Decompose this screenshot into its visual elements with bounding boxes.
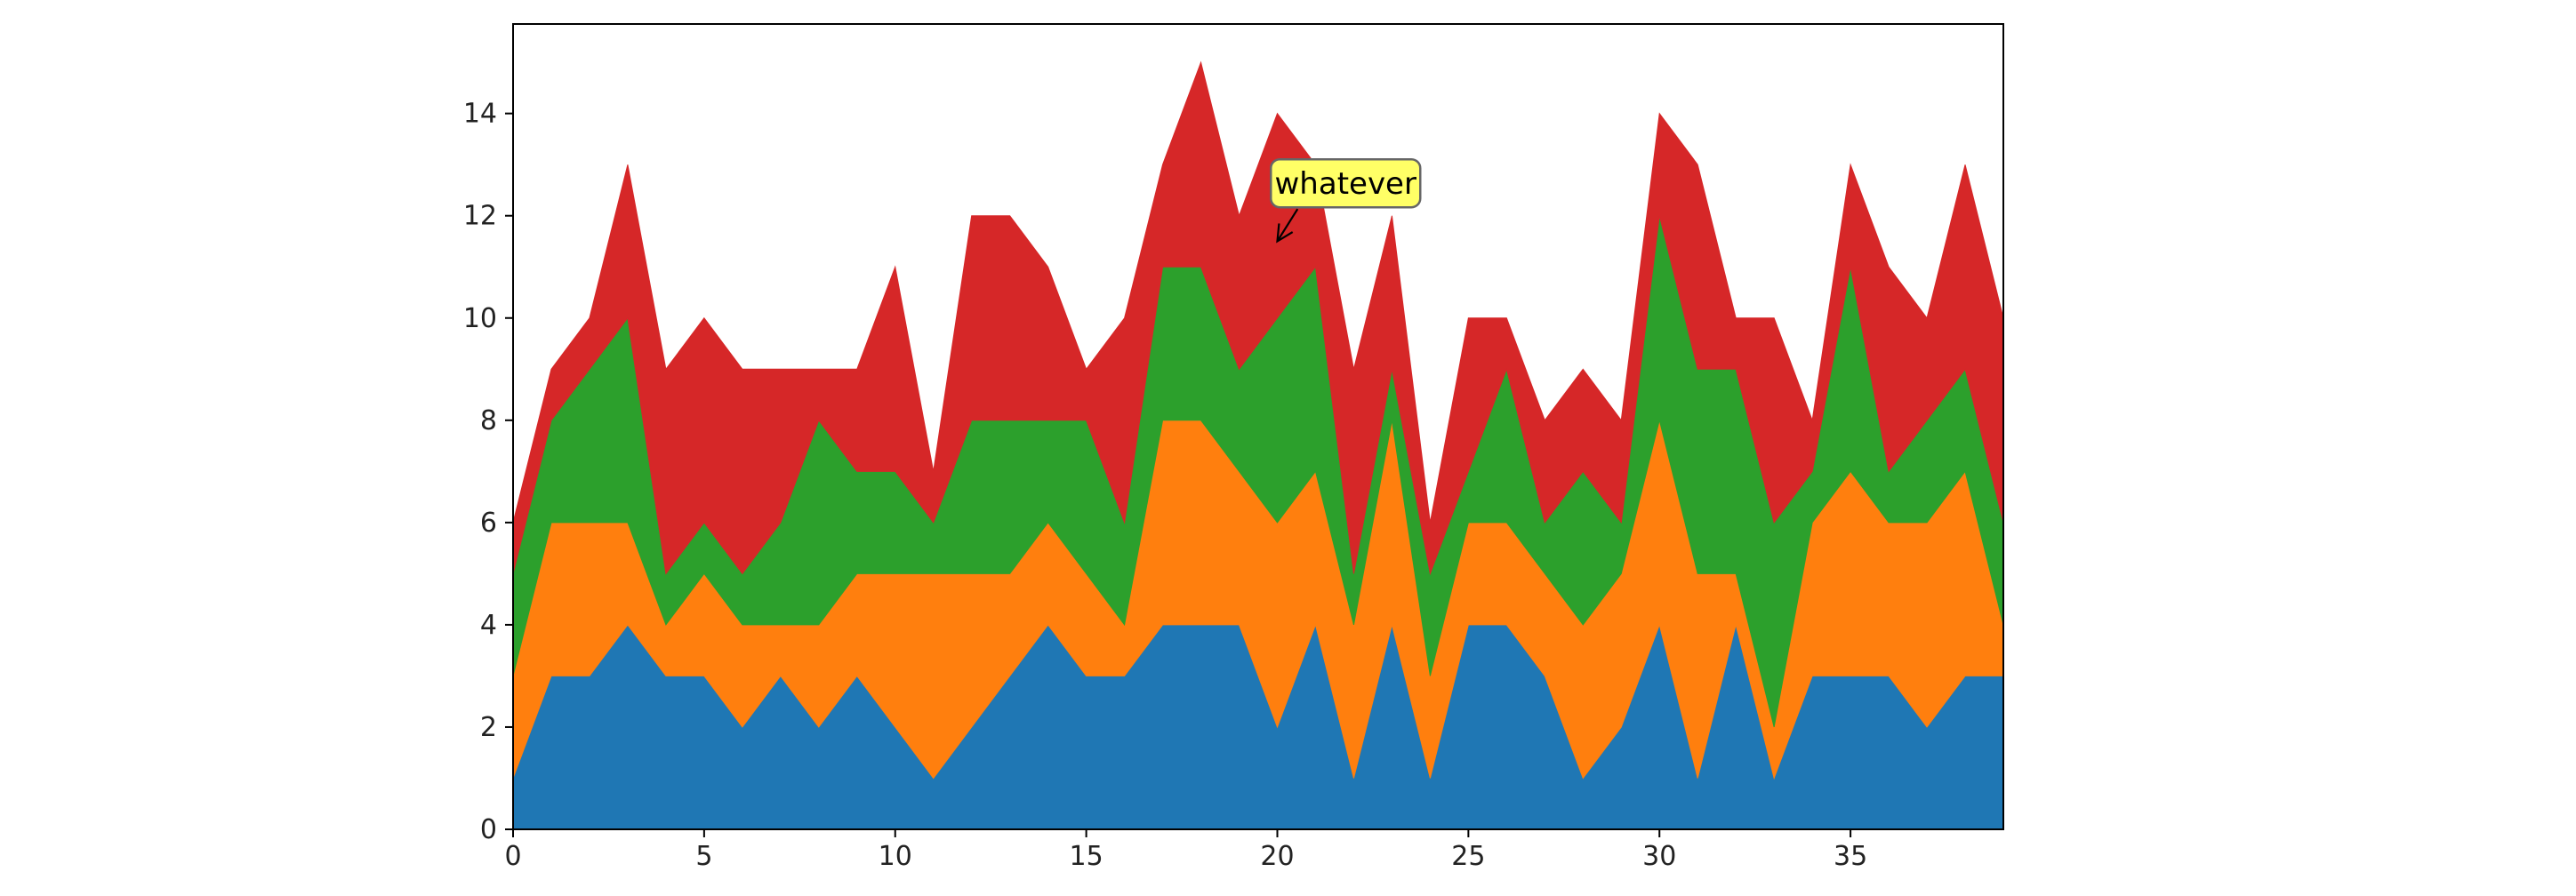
y-tick-label: 12 xyxy=(463,201,497,232)
y-tick-label: 8 xyxy=(480,405,497,436)
annotation-arrow-shaft xyxy=(1276,208,1299,243)
annotation-group: whatever xyxy=(1269,157,1422,244)
x-tick-label: 0 xyxy=(504,841,521,872)
area-series-group xyxy=(512,60,2004,830)
y-tick-label: 6 xyxy=(480,508,497,539)
x-tick-label: 35 xyxy=(1834,841,1867,872)
axes-group: 0 5 10 15 20 25 30 35 0 2 4 6 8 10 12 14 xyxy=(463,23,2004,872)
plot-frame xyxy=(512,23,2004,830)
x-tick-label: 10 xyxy=(879,841,912,872)
x-tick-label: 5 xyxy=(695,841,712,872)
y-tick-label: 14 xyxy=(463,99,497,130)
annotation-box xyxy=(1269,157,1422,209)
x-tick-label: 20 xyxy=(1260,841,1294,872)
y-tick-label: 0 xyxy=(480,814,497,845)
y-tick-label: 10 xyxy=(463,303,497,334)
x-tick-label: 15 xyxy=(1070,841,1103,872)
x-tick-label: 25 xyxy=(1451,841,1485,872)
y-tick-label: 4 xyxy=(480,610,497,641)
annotation-arrow-head xyxy=(1276,223,1294,244)
x-tick-label: 30 xyxy=(1642,841,1676,872)
annotation-text: whatever xyxy=(1275,166,1416,202)
y-tick-label: 2 xyxy=(480,712,497,743)
